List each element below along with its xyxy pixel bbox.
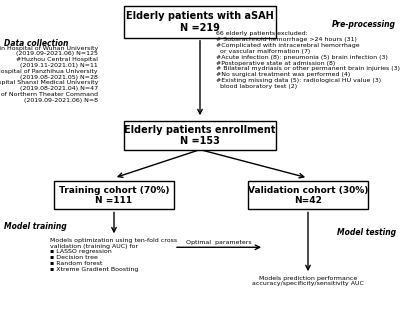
Text: Models prediction performance
accuracy/specificity/sensitivity AUC: Models prediction performance accuracy/s… [252,276,364,286]
Text: Training cohort (70%)
N =111: Training cohort (70%) N =111 [59,186,169,205]
Text: Model training: Model training [4,222,67,231]
FancyBboxPatch shape [54,181,174,209]
FancyBboxPatch shape [124,121,276,150]
Text: Data collection: Data collection [4,39,68,49]
Text: Elderly patients with aSAH
N =219: Elderly patients with aSAH N =219 [126,11,274,33]
Text: Validation cohort (30%)
N=42: Validation cohort (30%) N=42 [248,186,368,205]
Text: 66 elderly patients excluded:
# Subarachnoid hemorrhage >24 hours (31)
#Complica: 66 elderly patients excluded: # Subarach… [216,32,400,89]
Text: Elderly patients enrollment
N =153: Elderly patients enrollment N =153 [124,125,276,146]
Text: Model testing: Model testing [337,228,396,238]
Text: Pre-processing: Pre-processing [332,20,396,30]
Text: Optimal  parameters: Optimal parameters [186,240,252,245]
FancyBboxPatch shape [124,6,276,38]
Text: Models optimization using ten-fold cross
validation (training AUC) for
▪ LASSO r: Models optimization using ten-fold cross… [50,238,178,272]
FancyBboxPatch shape [248,181,368,209]
Text: #Renmin Hospital of Wuhan University
(2019.09-2021.06) N=125
#Huzhou Central Hos: #Renmin Hospital of Wuhan University (20… [0,46,98,103]
